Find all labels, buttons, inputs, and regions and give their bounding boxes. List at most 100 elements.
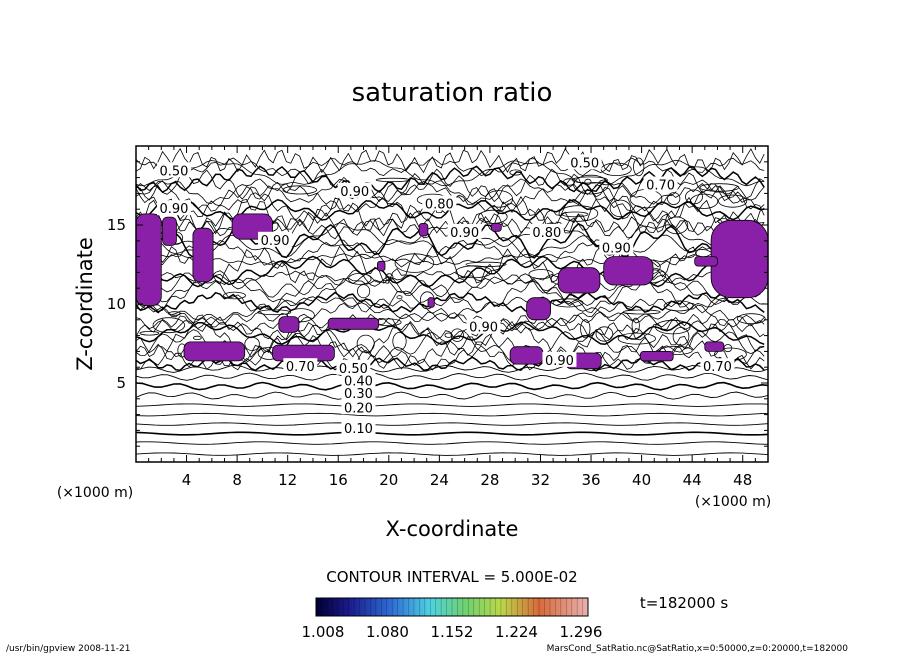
contour-blob [356, 334, 375, 353]
colorbar-tick-label: 1.224 [495, 623, 538, 641]
contour-blob [455, 265, 493, 279]
supersaturated-region [162, 216, 177, 246]
supersaturated-region [557, 267, 601, 294]
time-label: t=182000 s [640, 594, 728, 612]
supersaturated-region [704, 341, 725, 352]
contour-blob [444, 332, 453, 338]
contour-label-bg [341, 385, 376, 401]
contour-label-bg [567, 154, 602, 170]
contour-blob [282, 185, 318, 195]
contour-blob [736, 313, 766, 325]
supersaturated-region [710, 219, 768, 299]
x-tick-label: 12 [278, 471, 297, 489]
contour-blob [484, 190, 513, 208]
contour-blob [385, 273, 394, 281]
contour-line [136, 356, 765, 372]
contour-label: 0.90 [469, 321, 498, 336]
supersaturated-region [509, 346, 544, 365]
contour-line [136, 157, 765, 177]
contour-label-bg [447, 223, 482, 239]
contour-blob [139, 331, 160, 336]
contour-label: 0.90 [159, 202, 188, 217]
contour-label: 0.90 [261, 234, 290, 249]
contour-blob [465, 261, 507, 267]
y-axis-label: Z-coordinate [73, 237, 97, 371]
contour-blob [584, 178, 592, 185]
contour-label: 0.90 [545, 354, 574, 369]
contour-blob [685, 189, 703, 205]
contour-blob [595, 326, 614, 342]
contour-line [136, 422, 768, 426]
contour-blob [622, 309, 661, 315]
contour-label-bg [700, 358, 735, 374]
contour-blob [631, 317, 640, 334]
x-axis-ticks: 4 8 12 16 20 24 28 32 36 40 44 48 [148, 146, 756, 489]
supersaturated-region [327, 317, 380, 330]
contour-line [136, 441, 768, 445]
contour-label: 0.50 [159, 164, 188, 179]
colorbar-ticks: 1.008 1.080 1.152 1.224 1.296 [302, 623, 603, 641]
contour-blob [617, 332, 656, 345]
z-tick-label: 15 [107, 216, 126, 234]
supersaturated-region [639, 350, 674, 362]
contour-label: 0.80 [532, 226, 561, 241]
contour-line [136, 311, 765, 331]
footer-left: /usr/bin/gpview 2008-11-21 [6, 644, 130, 654]
x-tick-label: 16 [329, 471, 348, 489]
contour-label: 0.50 [570, 156, 599, 171]
contour-blob [580, 319, 591, 339]
supersaturated-region [490, 222, 502, 232]
contour-blob [348, 272, 372, 285]
contour-line [136, 273, 765, 307]
contour-line [136, 381, 768, 391]
contour-label-bg [156, 200, 191, 216]
contour-blob [168, 311, 181, 316]
contour-line [136, 178, 765, 205]
contour-line [136, 291, 765, 314]
contour-label: 0.50 [339, 362, 368, 377]
z-unit-label: (×1000 m) [57, 485, 133, 501]
contour-blob [375, 177, 410, 182]
contour-label: 0.40 [344, 374, 373, 389]
supersaturated-region [526, 297, 551, 321]
colorbar-stripes [321, 598, 583, 616]
contour-label: 0.90 [450, 226, 479, 241]
contour-blob [152, 317, 186, 334]
contour-blob [664, 216, 689, 235]
footer-right: MarsCond_SatRatio.nc@SatRatio,x=0:50000,… [547, 644, 849, 654]
colorbar-tick-label: 1.152 [431, 623, 474, 641]
contour-blob [699, 183, 740, 192]
contour-line [136, 196, 765, 237]
contour-line [136, 159, 765, 187]
contour-label-bg [643, 176, 678, 192]
contour-blob [689, 193, 719, 209]
contour-blob [450, 328, 464, 342]
contour-label: 0.30 [344, 387, 373, 402]
supersaturated-region [694, 256, 718, 267]
contour-label-bg [529, 223, 564, 239]
contour-line [136, 245, 765, 286]
contour-line [136, 364, 768, 373]
contour-blob [659, 345, 693, 355]
contour-blob [257, 309, 292, 316]
contour-blob [573, 174, 609, 195]
contour-blob [672, 327, 690, 346]
contour-label-bg [422, 195, 457, 211]
contour-blob [192, 335, 202, 340]
contour-blob [654, 319, 691, 335]
contour-line [136, 412, 768, 417]
contour-blob [286, 308, 315, 323]
contour-line [136, 296, 765, 322]
contour-blob [394, 253, 435, 273]
contour-blob [561, 211, 589, 218]
contour-line [136, 391, 768, 400]
x-unit-label: (×1000 m) [695, 494, 771, 510]
contour-blob [223, 291, 246, 300]
contour-labels: 0.100.200.300.400.500.70 0.700.900.900.90… [156, 154, 735, 437]
x-tick-label: 20 [379, 471, 398, 489]
x-tick-label: 4 [182, 471, 192, 489]
contour-label: 0.70 [703, 360, 732, 375]
x-tick-label: 8 [232, 471, 242, 489]
x-tick-label: 48 [733, 471, 752, 489]
supersaturated-region [603, 256, 654, 286]
